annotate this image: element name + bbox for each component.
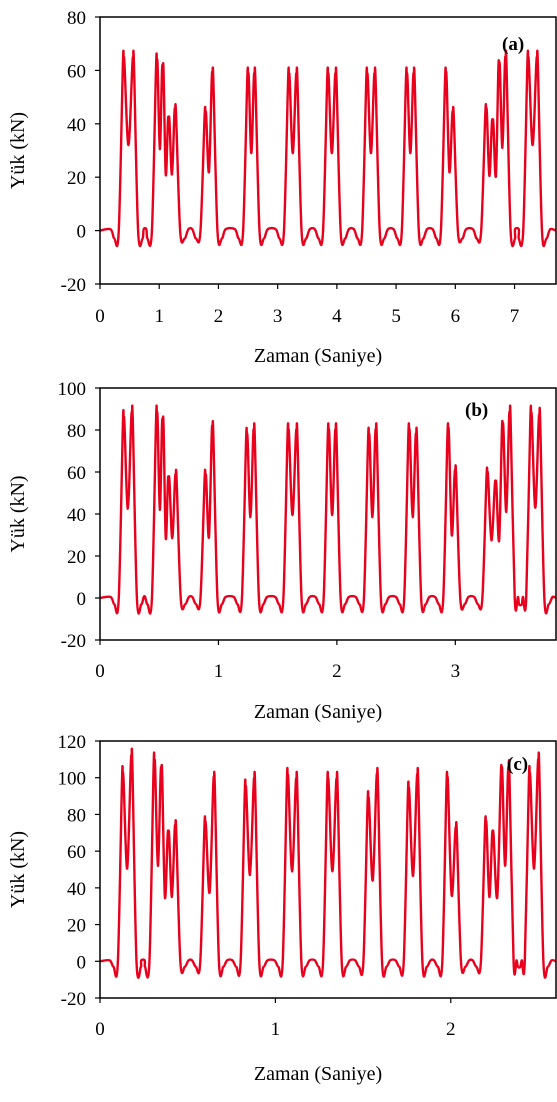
x-tick-label: 3 bbox=[451, 661, 461, 682]
y-tick-label: 0 bbox=[77, 222, 87, 243]
x-tick-label: 1 bbox=[154, 306, 164, 327]
y-axis-title: Yük (kN) bbox=[7, 112, 29, 189]
panel-a: -20 0 20 40 60 80 0 1 2 3 4 5 6 7 Zaman (Saniye) Yük (k… bbox=[7, 8, 557, 367]
y-tick-label: 60 bbox=[67, 842, 86, 863]
plot-frame bbox=[99, 740, 557, 999]
load-trace-line bbox=[100, 49, 556, 248]
x-axis-title: Zaman (Saniye) bbox=[254, 345, 382, 367]
x-axis-title: Zaman (Saniye) bbox=[254, 1063, 382, 1085]
y-tick-label: 0 bbox=[77, 952, 87, 973]
y-tick-label: 100 bbox=[58, 379, 87, 400]
y-tick-label: 20 bbox=[67, 547, 86, 568]
y-tick-label: 40 bbox=[67, 505, 86, 526]
y-axis-title: Yük (kN) bbox=[7, 831, 29, 908]
x-tick-label: 5 bbox=[391, 306, 401, 327]
y-tick-label: 40 bbox=[67, 115, 86, 136]
panel-c: -20 0 20 40 60 80 100 120 0 1 2 Zaman (Saniye) Yük (… bbox=[7, 732, 557, 1085]
y-tick-label: 40 bbox=[67, 879, 86, 900]
x-tick-label: 3 bbox=[273, 306, 283, 327]
x-tick-label: 1 bbox=[214, 661, 224, 682]
y-tick-label: 20 bbox=[67, 916, 86, 937]
load-trace-line bbox=[100, 404, 556, 615]
panel-label: (a) bbox=[502, 34, 524, 55]
x-tick-label: 6 bbox=[451, 306, 461, 327]
y-tick-label: -20 bbox=[61, 989, 86, 1010]
y-tick-label: 80 bbox=[67, 8, 86, 29]
y-axis-title: Yük (kN) bbox=[7, 475, 29, 552]
x-axis-title: Zaman (Saniye) bbox=[254, 701, 382, 723]
x-tick-label: 1 bbox=[271, 1019, 281, 1040]
plot-frame bbox=[99, 16, 557, 285]
y-tick-label: 80 bbox=[67, 421, 86, 442]
load-trace-line bbox=[100, 747, 556, 980]
y-tick-label: -20 bbox=[61, 275, 86, 296]
y-tick-label: 0 bbox=[77, 589, 87, 610]
panel-label: (c) bbox=[507, 754, 528, 775]
x-tick-label: 7 bbox=[510, 306, 520, 327]
x-tick-label: 4 bbox=[332, 306, 342, 327]
y-tick-label: 60 bbox=[67, 463, 86, 484]
x-tick-label: 0 bbox=[95, 1019, 105, 1040]
y-tick-label: 120 bbox=[58, 732, 87, 753]
x-tick-label: 0 bbox=[95, 306, 105, 327]
panel-label: (b) bbox=[465, 400, 488, 421]
x-tick-label: 2 bbox=[332, 661, 342, 682]
y-tick-label: -20 bbox=[61, 631, 86, 652]
y-tick-label: 80 bbox=[67, 805, 86, 826]
x-tick-label: 2 bbox=[214, 306, 224, 327]
y-tick-label: 60 bbox=[67, 61, 86, 82]
y-tick-label: 20 bbox=[67, 168, 86, 189]
y-tick-label: 100 bbox=[58, 769, 87, 790]
x-tick-label: 2 bbox=[446, 1019, 456, 1040]
panel-b: -20 0 20 40 60 80 100 0 1 2 3 Zaman (Saniye) Yük (kN… bbox=[7, 379, 557, 723]
x-tick-label: 0 bbox=[95, 661, 105, 682]
